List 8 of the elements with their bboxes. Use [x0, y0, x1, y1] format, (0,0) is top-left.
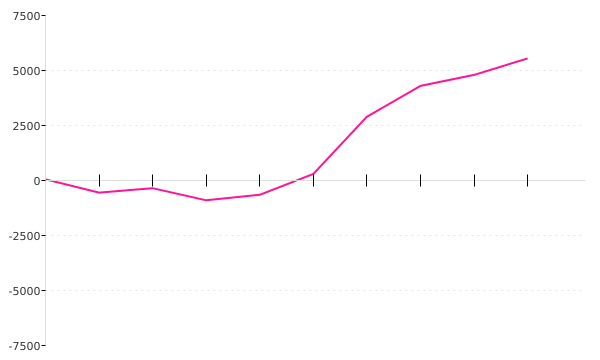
- y-tick-label: 7500: [12, 10, 41, 23]
- y-tick-label: -5000: [8, 285, 41, 298]
- y-tick-label: 2500: [12, 120, 41, 133]
- y-tick-label: -7500: [8, 340, 41, 353]
- y-tick-label: 5000: [12, 65, 41, 78]
- y-tick-label: 0: [34, 175, 40, 188]
- line-series: [46, 57, 529, 202]
- y-tick-label: -2500: [8, 230, 41, 243]
